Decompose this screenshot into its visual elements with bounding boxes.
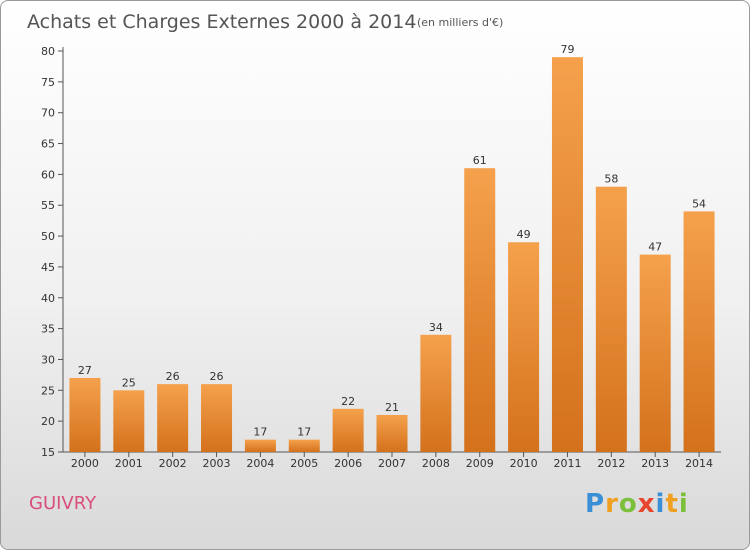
data-label: 54 — [692, 197, 706, 210]
y-tick-label: 30 — [41, 353, 55, 366]
data-label: 26 — [166, 370, 180, 383]
data-label: 34 — [429, 321, 443, 334]
y-tick-label: 65 — [41, 138, 55, 151]
bar — [288, 439, 320, 452]
brand-letter: i — [655, 489, 666, 519]
brand-letter: r — [605, 489, 619, 519]
x-tick-label: 2000 — [71, 457, 99, 470]
y-tick-label: 70 — [41, 107, 55, 120]
bar — [69, 377, 101, 452]
data-label: 49 — [517, 228, 531, 241]
brand-letter: t — [665, 489, 679, 519]
axes: 15 20 25 30 35 40 45 50 55 60 65 70 75 80 2000 2001 2002… — [41, 45, 721, 470]
data-labels: 27 25 26 26 17 17 22 21 34 61 49 79 58 47 54 — [78, 43, 706, 438]
data-label: 26 — [210, 370, 224, 383]
chart-subtitle: (en milliers d'€) — [417, 16, 503, 29]
y-tick-label: 20 — [41, 415, 55, 428]
x-tick-label: 2009 — [466, 457, 494, 470]
brand-letter: o — [618, 489, 638, 519]
data-label: 17 — [297, 426, 311, 439]
commune-name: GUIVRY — [29, 493, 97, 514]
y-tick-label: 15 — [41, 446, 55, 459]
bar — [683, 211, 715, 452]
bars — [69, 57, 715, 453]
bar — [244, 439, 276, 452]
y-tick-label: 55 — [41, 199, 55, 212]
x-tick-label: 2008 — [422, 457, 450, 470]
x-tick-label: 2004 — [246, 457, 274, 470]
bar — [157, 384, 189, 452]
data-label: 27 — [78, 364, 92, 377]
x-tick-label: 2012 — [597, 457, 625, 470]
x-tick-label: 2011 — [553, 457, 581, 470]
data-label: 25 — [122, 376, 136, 389]
bar — [508, 242, 540, 452]
data-label: 21 — [385, 401, 399, 414]
x-tick-label: 2006 — [334, 457, 362, 470]
data-label: 79 — [560, 43, 574, 56]
y-tick-label: 60 — [41, 168, 55, 181]
data-label: 58 — [604, 173, 618, 186]
data-label: 61 — [473, 154, 487, 167]
y-tick-label: 35 — [41, 323, 55, 336]
data-label: 17 — [253, 426, 267, 439]
bar — [332, 408, 364, 452]
bar — [113, 390, 145, 452]
brand-logo: Proxiti — [585, 489, 689, 519]
brand-letter: x — [637, 489, 656, 519]
bar — [551, 57, 583, 453]
y-tick-label: 25 — [41, 384, 55, 397]
chart-title: Achats et Charges Externes 2000 à 2014 — [27, 11, 416, 33]
data-label: 47 — [648, 241, 662, 254]
bar — [639, 254, 671, 452]
x-tick-label: 2001 — [115, 457, 143, 470]
y-tick-label: 40 — [41, 292, 55, 305]
y-tick-label: 75 — [41, 76, 55, 89]
bar — [464, 168, 496, 452]
y-tick-label: 80 — [41, 45, 55, 58]
brand-letter: i — [678, 489, 689, 519]
data-label: 22 — [341, 395, 355, 408]
y-tick-label: 45 — [41, 261, 55, 274]
x-tick-label: 2003 — [203, 457, 231, 470]
y-tick-label: 50 — [41, 230, 55, 243]
x-tick-label: 2005 — [290, 457, 318, 470]
x-tick-label: 2014 — [685, 457, 713, 470]
bar — [595, 186, 627, 452]
bar — [201, 384, 233, 452]
x-tick-label: 2002 — [159, 457, 187, 470]
x-tick-label: 2007 — [378, 457, 406, 470]
x-tick-label: 2013 — [641, 457, 669, 470]
x-tick-label: 2010 — [510, 457, 538, 470]
bar — [420, 334, 452, 452]
brand-letter: P — [585, 489, 606, 519]
bar — [376, 414, 408, 452]
